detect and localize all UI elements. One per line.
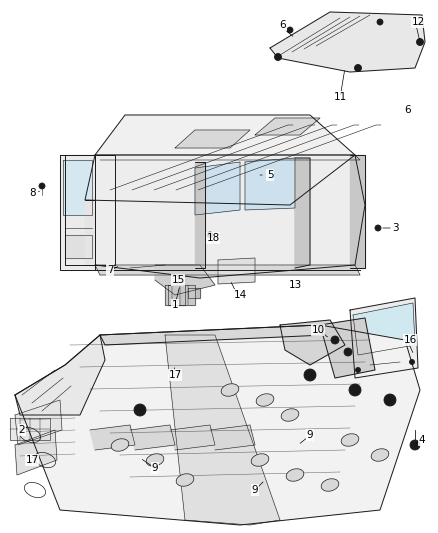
Ellipse shape [111, 439, 129, 451]
Polygon shape [350, 155, 365, 268]
Ellipse shape [321, 479, 339, 491]
Text: 16: 16 [403, 335, 417, 345]
Text: 4: 4 [419, 435, 425, 445]
Text: 1: 1 [172, 300, 178, 310]
Circle shape [417, 38, 424, 45]
Text: 17: 17 [168, 370, 182, 380]
Polygon shape [15, 335, 105, 415]
Ellipse shape [341, 434, 359, 446]
Polygon shape [130, 425, 175, 450]
Circle shape [387, 397, 393, 403]
Ellipse shape [221, 384, 239, 396]
Text: 3: 3 [392, 223, 398, 233]
Circle shape [207, 232, 213, 238]
Text: 9: 9 [307, 430, 313, 440]
Text: 8: 8 [30, 188, 36, 198]
Ellipse shape [281, 409, 299, 421]
Circle shape [377, 227, 379, 230]
Polygon shape [15, 430, 57, 475]
Text: 5: 5 [267, 170, 273, 180]
Text: 11: 11 [333, 92, 346, 102]
Circle shape [307, 372, 313, 378]
Polygon shape [65, 155, 95, 265]
Ellipse shape [256, 394, 274, 406]
Ellipse shape [176, 474, 194, 486]
Polygon shape [295, 158, 310, 268]
Circle shape [331, 336, 339, 344]
Polygon shape [95, 155, 365, 278]
Polygon shape [210, 425, 255, 450]
Polygon shape [195, 162, 240, 215]
Circle shape [134, 404, 146, 416]
Circle shape [304, 369, 316, 381]
Polygon shape [90, 425, 135, 450]
Text: 7: 7 [107, 265, 113, 275]
Polygon shape [85, 115, 355, 205]
Text: 6: 6 [280, 20, 286, 30]
Circle shape [39, 183, 45, 189]
Polygon shape [65, 235, 92, 258]
Text: 12: 12 [411, 17, 424, 27]
Polygon shape [320, 318, 375, 378]
Polygon shape [95, 265, 360, 275]
Polygon shape [270, 12, 425, 72]
Text: 14: 14 [233, 290, 247, 300]
Polygon shape [100, 325, 325, 345]
Circle shape [349, 384, 361, 396]
Polygon shape [15, 400, 62, 445]
Polygon shape [165, 335, 280, 525]
Polygon shape [10, 418, 50, 440]
Polygon shape [280, 320, 345, 365]
Polygon shape [165, 285, 195, 305]
Circle shape [344, 348, 352, 356]
Polygon shape [188, 288, 200, 298]
Polygon shape [175, 130, 250, 148]
Circle shape [208, 233, 212, 237]
Ellipse shape [146, 454, 164, 466]
Polygon shape [155, 265, 215, 295]
Circle shape [356, 367, 360, 373]
Polygon shape [255, 118, 320, 135]
Circle shape [287, 27, 293, 33]
Circle shape [377, 19, 383, 25]
Text: 17: 17 [25, 455, 39, 465]
Ellipse shape [286, 469, 304, 481]
Text: 9: 9 [152, 463, 158, 473]
Circle shape [410, 359, 414, 365]
Text: 2: 2 [19, 425, 25, 435]
Ellipse shape [251, 454, 269, 466]
Polygon shape [95, 155, 115, 265]
Ellipse shape [371, 449, 389, 461]
Polygon shape [245, 158, 295, 210]
Circle shape [354, 64, 361, 71]
Polygon shape [63, 160, 92, 215]
Polygon shape [170, 425, 215, 450]
Polygon shape [168, 285, 185, 305]
Circle shape [352, 387, 358, 393]
Text: 15: 15 [171, 275, 185, 285]
Circle shape [410, 440, 420, 450]
Text: 6: 6 [405, 105, 411, 115]
Circle shape [384, 394, 396, 406]
Polygon shape [15, 325, 420, 525]
Text: 10: 10 [311, 325, 325, 335]
Text: 9: 9 [252, 485, 258, 495]
Circle shape [275, 53, 282, 61]
Circle shape [137, 407, 143, 413]
Polygon shape [95, 155, 360, 160]
Polygon shape [350, 298, 418, 378]
Polygon shape [353, 303, 415, 355]
Text: 18: 18 [206, 233, 219, 243]
Circle shape [375, 225, 381, 231]
Polygon shape [60, 155, 95, 270]
Polygon shape [85, 200, 95, 265]
Polygon shape [195, 162, 205, 268]
Polygon shape [218, 258, 255, 284]
Text: 13: 13 [288, 280, 302, 290]
